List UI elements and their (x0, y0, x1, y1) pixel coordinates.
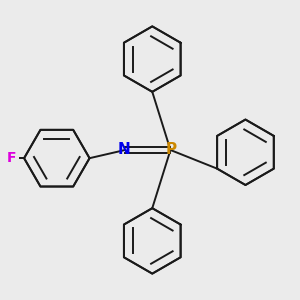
Text: F: F (6, 151, 16, 165)
Text: N: N (118, 142, 130, 158)
Text: P: P (166, 142, 177, 158)
